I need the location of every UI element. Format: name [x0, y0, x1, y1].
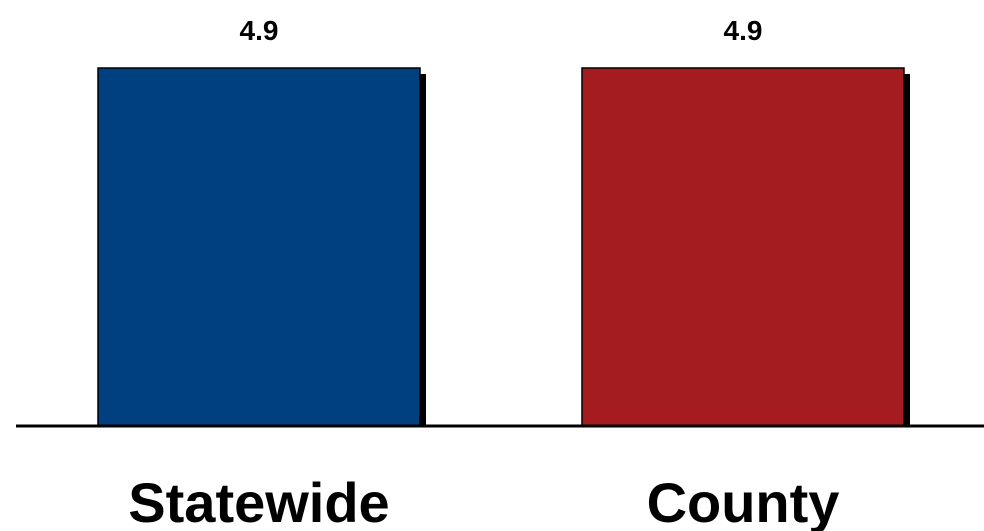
bar-county — [581, 67, 905, 427]
category-label-county: County — [647, 471, 840, 531]
data-label-county: 4.9 — [724, 15, 763, 46]
bars-group — [97, 67, 910, 427]
labels-group: 4.9 Statewide 4.9 County — [128, 15, 839, 531]
category-label-statewide: Statewide — [128, 471, 389, 531]
data-label-statewide: 4.9 — [240, 15, 279, 46]
bar-statewide — [97, 67, 421, 427]
